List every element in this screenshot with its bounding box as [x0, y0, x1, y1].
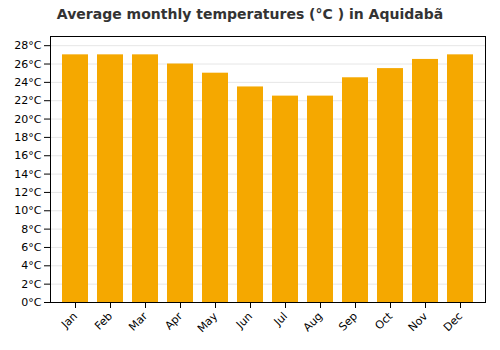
- svg-text:24°C: 24°C: [14, 76, 41, 89]
- svg-text:0°C: 0°C: [21, 296, 41, 309]
- svg-text:14°C: 14°C: [14, 168, 41, 181]
- svg-text:Sep: Sep: [336, 310, 360, 334]
- svg-text:22°C: 22°C: [14, 94, 41, 107]
- svg-text:8°C: 8°C: [21, 223, 41, 236]
- svg-text:20°C: 20°C: [14, 113, 41, 126]
- html-text:Average monthly temperatures (: Average monthly temperatures (°C ) in Aq…: [56, 6, 444, 22]
- svg-text:18°C: 18°C: [14, 131, 41, 144]
- svg-text:Nov: Nov: [406, 309, 431, 334]
- svg-text:Dec: Dec: [441, 310, 465, 334]
- svg-text:Mar: Mar: [126, 309, 150, 333]
- svg-text:28°C: 28°C: [14, 39, 41, 52]
- svg-text:Feb: Feb: [92, 310, 115, 333]
- svg-text:Jan: Jan: [58, 310, 80, 332]
- svg-text:12°C: 12°C: [14, 186, 41, 199]
- svg-text:Jun: Jun: [233, 310, 255, 332]
- svg-text:May: May: [195, 309, 221, 335]
- svg-text:Aug: Aug: [301, 310, 325, 334]
- svg-text:Jul: Jul: [271, 310, 290, 329]
- svg-text:4°C: 4°C: [21, 259, 41, 272]
- svg-text:16°C: 16°C: [14, 149, 41, 162]
- svg-text:10°C: 10°C: [14, 204, 41, 217]
- svg-text:Apr: Apr: [162, 309, 185, 332]
- svg-text:2°C: 2°C: [21, 278, 41, 291]
- svg-text:26°C: 26°C: [14, 58, 41, 71]
- svg-text:6°C: 6°C: [21, 241, 41, 254]
- svg-text:Oct: Oct: [372, 309, 395, 332]
